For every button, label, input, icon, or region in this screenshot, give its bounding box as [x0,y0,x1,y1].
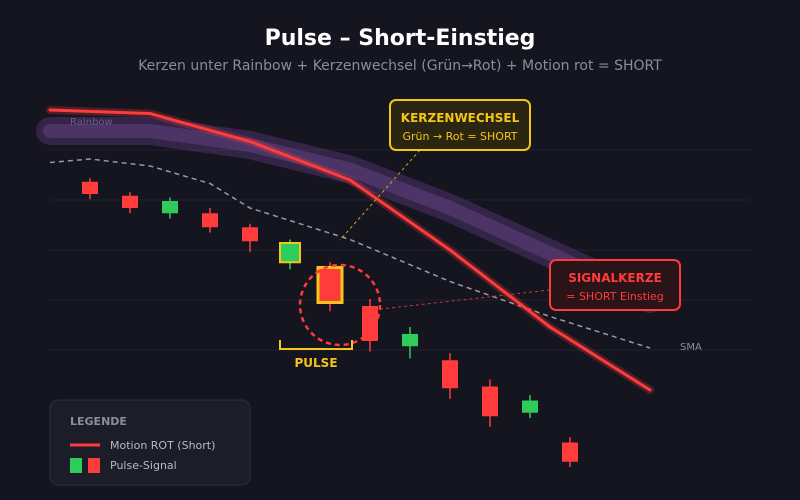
legend: LEGENDE Motion ROT (Short) Pulse-Signal [49,399,251,486]
candle [162,197,178,219]
legend-pulse-green-swatch [70,458,82,473]
candle [202,208,218,233]
candle [316,262,344,312]
candle-body [202,213,218,228]
candle-body [82,181,98,194]
grid [50,149,750,351]
chart-subtitle: Kerzen unter Rainbow + Kerzenwechsel (Gr… [138,58,662,74]
candle-body [242,227,258,242]
candle-body [482,386,498,417]
candle-body [279,242,301,264]
legend-pulse-red-swatch [88,458,100,473]
sma-label: SMA [680,342,702,353]
candle [562,437,578,467]
rainbow-band-fill [36,117,664,313]
kerzenwechsel-connector [339,149,421,241]
signalkerze-title: SIGNALKERZE [568,271,662,285]
candle-body [562,442,578,462]
kerzenwechsel-box [389,99,531,151]
kerzenwechsel-callout: KERZENWECHSEL Grün → Rot = SHORT [389,99,531,151]
candle-body [316,266,344,304]
legend-motion-label: Motion ROT (Short) [110,439,215,452]
signal-circle [298,263,382,347]
candle-body [162,201,178,214]
candle [242,223,258,252]
candle [122,192,138,214]
legend-pulse-label: Pulse-Signal [110,459,177,472]
candle [362,299,378,352]
pulse-bracket [279,340,353,350]
candle-body [522,400,538,413]
candle [279,239,301,270]
candle-body [402,334,418,347]
motion-line-group [46,106,654,394]
signalkerze-box [549,259,681,311]
kerzenwechsel-text: Grün → Rot = SHORT [402,130,517,143]
candle [82,178,98,200]
sma-line [49,158,651,349]
candle [402,327,418,359]
candle [482,379,498,427]
candle-body [122,195,138,208]
kerzenwechsel-title: KERZENWECHSEL [401,111,520,125]
motion-line [48,108,652,392]
pulse-label: PULSE [294,356,337,370]
candles [82,178,578,467]
rainbow-label: Rainbow [70,117,113,128]
sma-line-group [49,158,651,349]
candle [522,395,538,418]
candle-body [362,306,378,341]
candle-body [442,360,458,389]
signalkerze-text: = SHORT Einstieg [566,290,664,303]
legend-title: LEGENDE [70,415,127,428]
rainbow-band [36,117,664,313]
candle [442,353,458,399]
chart-title: Pulse – Short-Einstieg [265,26,536,51]
rainbow-band-core [43,124,657,306]
signalkerze-callout: SIGNALKERZE = SHORT Einstieg [549,259,681,311]
